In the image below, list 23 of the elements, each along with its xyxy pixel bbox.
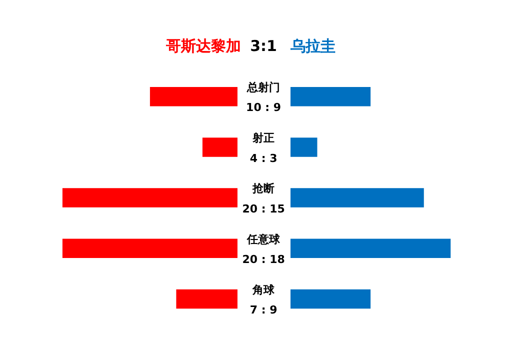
text: 20 : 15 [242,202,285,216]
chart-title: 3:1 [250,37,277,56]
bar [150,87,238,106]
text: 哥斯达黎加 [164,37,241,56]
text: 7 : 9 [250,304,278,317]
y-tick-label: 任意球 [246,232,282,246]
y-tick-label: 抢断 [252,182,275,196]
text: 4 : 3 [250,152,278,165]
text: 10 : 9 [246,101,282,114]
text: 20 : 18 [242,253,285,266]
bar [290,138,318,157]
bar [62,188,238,208]
y-tick-label: 角球 [252,283,276,296]
bar [290,238,451,258]
bar [290,188,424,208]
y-tick-label: 射正 [252,132,275,145]
bar [290,87,371,106]
bar [290,289,371,309]
text: 乌拉圭 [290,37,336,56]
bar [202,138,238,157]
y-tick-label: 总射门 [246,81,280,94]
bar [176,289,238,309]
bar [62,238,238,258]
